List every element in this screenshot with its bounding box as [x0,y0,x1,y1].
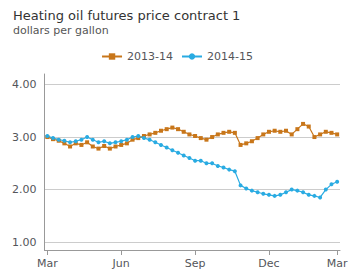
svg-text:1.00: 1.00 [12,236,37,249]
svg-text:2013-14: 2013-14 [127,50,173,63]
svg-text:3.00: 3.00 [12,131,37,144]
svg-text:Jun: Jun [112,257,130,270]
svg-text:dollars per gallon: dollars per gallon [13,24,109,37]
svg-text:Mar: Mar [37,257,58,270]
svg-text:Heating oil futures price cont: Heating oil futures price contract 1 [13,8,240,23]
svg-text:Dec: Dec [258,257,279,270]
svg-text:2.00: 2.00 [12,183,37,196]
svg-text:2014-15: 2014-15 [207,50,253,63]
svg-text:Sep: Sep [185,257,206,270]
svg-text:Mar: Mar [327,257,348,270]
svg-text:4.00: 4.00 [12,78,37,91]
